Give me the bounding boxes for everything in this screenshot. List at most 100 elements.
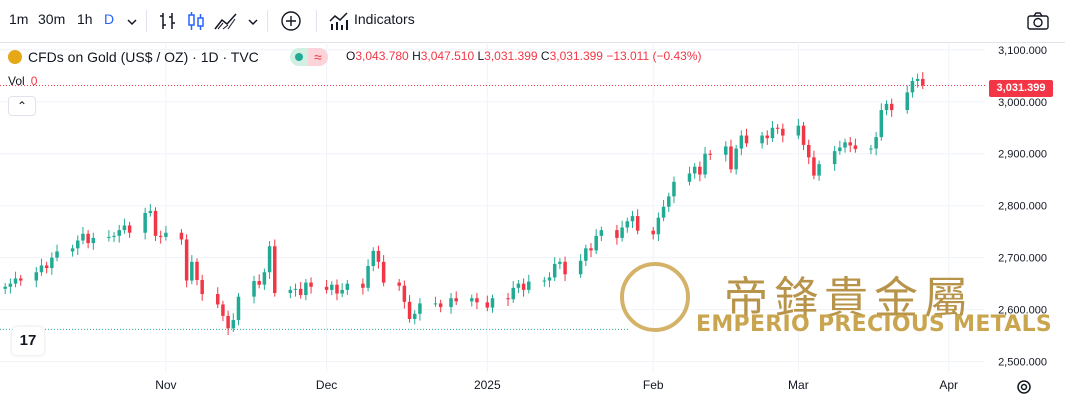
candle: [81, 227, 85, 245]
candle-body: [418, 303, 422, 314]
interval-30m-button[interactable]: 30m: [38, 11, 66, 27]
compare-plus-icon[interactable]: [280, 10, 302, 37]
indicators-icon[interactable]: [329, 11, 349, 36]
candle-body: [667, 196, 671, 207]
candle: [905, 85, 909, 114]
bar-chart-icon[interactable]: [158, 11, 178, 36]
candle-body: [708, 153, 712, 155]
candle: [760, 131, 764, 149]
candle-body: [547, 277, 552, 281]
candle-body: [50, 257, 54, 269]
candle-body: [184, 239, 189, 281]
candle: [117, 224, 121, 243]
candle-body: [672, 181, 676, 197]
candle: [672, 176, 676, 204]
candle: [729, 139, 733, 173]
tradingview-logo[interactable]: 17: [12, 327, 44, 355]
candle-body: [915, 78, 920, 81]
candle-body: [724, 146, 728, 155]
candle: [744, 128, 749, 147]
candle-body: [615, 230, 619, 238]
candle-body: [651, 230, 655, 235]
candle: [506, 293, 510, 306]
candle: [635, 209, 640, 235]
candle-body: [34, 272, 39, 281]
candle: [475, 293, 479, 310]
candle-body: [361, 283, 365, 288]
candle-body: [558, 261, 562, 264]
chevron-down-icon[interactable]: [248, 14, 258, 32]
candle: [630, 210, 635, 229]
candle: [589, 243, 593, 258]
candle-body: [200, 280, 204, 295]
candle-body: [869, 148, 873, 150]
candle-body: [107, 236, 111, 238]
interval-1m-button[interactable]: 1m: [9, 11, 29, 27]
volume-label: Vol: [8, 74, 25, 88]
candle: [236, 293, 241, 326]
candle-body: [594, 235, 598, 251]
candle: [13, 271, 18, 288]
candle-body: [910, 80, 915, 93]
candle-body: [371, 250, 376, 266]
candle: [381, 255, 386, 287]
y-tick-label: 2,600.000: [998, 305, 1047, 317]
candle: [806, 139, 811, 165]
candle: [770, 120, 775, 142]
candle: [226, 310, 230, 336]
candle-body: [143, 212, 147, 233]
settings-gear-icon[interactable]: [1015, 378, 1033, 401]
candle: [558, 258, 562, 270]
camera-icon[interactable]: [1027, 11, 1049, 36]
candle: [438, 299, 443, 313]
candle-body: [796, 125, 801, 136]
candle: [330, 281, 334, 296]
area-chart-icon[interactable]: [214, 11, 238, 36]
candle-body: [760, 135, 764, 144]
candle: [309, 277, 313, 294]
y-tick-label: 2,500.000: [998, 357, 1047, 369]
collapse-legend-button[interactable]: ⌃: [8, 96, 36, 116]
candle: [521, 278, 526, 297]
candle: [55, 244, 59, 262]
candle-body: [226, 315, 230, 329]
interval-d-button[interactable]: D: [104, 11, 115, 27]
approx-data-icon[interactable]: ≈: [308, 48, 328, 66]
candle-body: [874, 137, 878, 149]
candle: [345, 280, 350, 296]
candle-body: [812, 157, 816, 176]
toolbar-divider: [146, 10, 147, 32]
candle-body: [345, 283, 350, 290]
candle-body: [44, 265, 49, 269]
candle: [781, 123, 785, 143]
market-open-icon[interactable]: [290, 48, 308, 66]
candle: [812, 150, 816, 180]
candle: [8, 278, 13, 294]
interval-1h-button[interactable]: 1h: [77, 11, 93, 27]
candle: [801, 122, 806, 151]
indicators-button[interactable]: Indicators: [354, 11, 415, 27]
candle-body: [340, 289, 344, 294]
candle-body: [527, 281, 531, 290]
candle-body: [324, 286, 329, 290]
candle: [91, 232, 96, 250]
candle: [889, 98, 894, 117]
price-chart[interactable]: 2,500.000 2,600.000 2,700.000 2,800.000 2,90…: [0, 42, 1065, 404]
y-tick-label: 2,900.000: [998, 149, 1047, 161]
candle-body: [3, 286, 7, 289]
candle: [215, 287, 220, 309]
chevron-down-icon[interactable]: [127, 14, 137, 32]
x-tick-label: 2025: [474, 378, 501, 392]
volume-value: 0: [30, 74, 38, 88]
candle: [848, 137, 852, 153]
candle-body: [801, 125, 806, 145]
candle-body: [542, 280, 547, 282]
candle: [527, 274, 531, 294]
candle: [298, 282, 303, 299]
candle-body: [179, 232, 184, 240]
candles-icon[interactable]: [186, 10, 206, 37]
candle-body: [164, 232, 168, 237]
candle-body: [18, 278, 23, 281]
symbol-title[interactable]: CFDs on Gold (US$ / OZ) · 1D · TVC: [28, 49, 259, 65]
candle: [39, 258, 44, 276]
